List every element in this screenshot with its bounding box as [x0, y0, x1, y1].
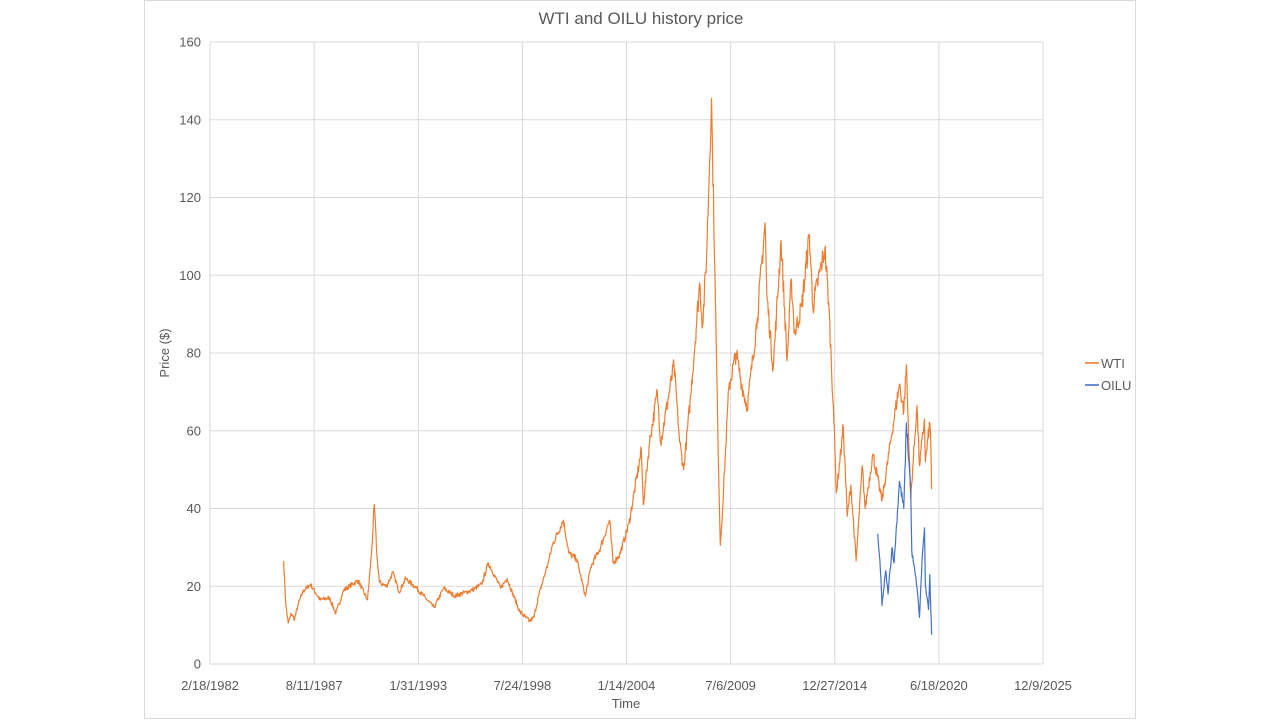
x-tick-label: 8/11/1987 [286, 678, 343, 693]
y-tick-label: 120 [179, 190, 201, 205]
chart-frame: 0 20 40 60 80 100 120 140 160 2/18/1982 8/11/1987 1… [144, 0, 1136, 719]
y-tick-label: 80 [187, 346, 201, 361]
y-axis-title: Price ($) [157, 328, 172, 377]
x-tick-label: 2/18/1982 [181, 678, 239, 693]
x-axis-title: Time [612, 696, 640, 711]
y-tick-label: 100 [179, 268, 201, 283]
y-tick-label: 60 [187, 423, 201, 438]
series-line-wti [283, 97, 933, 624]
y-tick-label: 140 [179, 112, 201, 127]
line-chart: 0 20 40 60 80 100 120 140 160 2/18/1982 8/11/1987 1… [157, 9, 1131, 711]
x-tick-label: 7/24/1998 [493, 678, 551, 693]
x-tick-label: 7/6/2009 [705, 678, 756, 693]
x-tick-label: 12/9/2025 [1014, 678, 1072, 693]
y-tick-label: 160 [179, 35, 201, 50]
y-tick-label: 20 [187, 579, 201, 594]
x-tick-label: 1/31/1993 [389, 678, 447, 693]
x-tick-label: 12/27/2014 [802, 678, 867, 693]
x-tick-label: 6/18/2020 [910, 678, 968, 693]
y-tick-label: 0 [194, 657, 201, 672]
x-tick-label: 1/14/2004 [598, 678, 656, 693]
y-tick-label: 40 [187, 501, 201, 516]
legend: WTI OILU [1085, 356, 1131, 393]
legend-label-oilu: OILU [1101, 378, 1131, 393]
legend-label-wti: WTI [1101, 356, 1125, 371]
chart-title: WTI and OILU history price [538, 9, 743, 28]
series-line-oilu [877, 422, 933, 635]
